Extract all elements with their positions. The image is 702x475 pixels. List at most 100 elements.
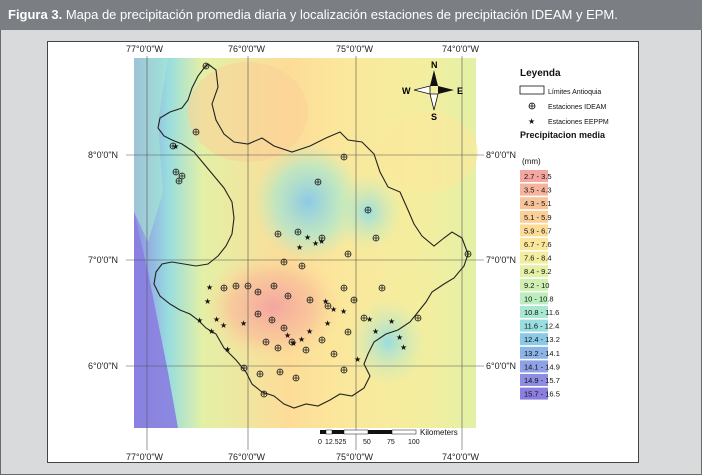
- ideam-station-marker: [318, 234, 326, 242]
- ideam-station-marker: [350, 296, 358, 304]
- ideam-station-marker: [340, 153, 348, 161]
- epm-station-marker: ★: [340, 307, 347, 316]
- epm-station-marker: ★: [172, 142, 179, 151]
- precipitation-raster: [134, 58, 478, 428]
- legend-swatch: [520, 333, 548, 346]
- ideam-station-marker: [172, 168, 180, 176]
- ideam-station-marker: [284, 292, 292, 300]
- ideam-station-marker: [344, 328, 352, 336]
- ideam-station-marker: [254, 288, 262, 296]
- ideam-station-marker: [288, 338, 296, 346]
- legend-swatch: [520, 360, 548, 373]
- legend-class-label: 14.9 - 15.7: [524, 376, 560, 385]
- epm-station-marker: ★: [330, 305, 337, 314]
- ideam-station-marker: [464, 250, 472, 258]
- lon-label-bottom: 77°0'0"W: [126, 452, 164, 462]
- epm-station-marker: ★: [366, 315, 373, 324]
- ideam-station-marker: [360, 314, 368, 322]
- legend-class-label: 9.2 - 10: [524, 281, 549, 290]
- legend-class-label: 3.5 - 4.3: [524, 186, 552, 195]
- legend-swatch: [520, 346, 548, 359]
- scale-tick: 50: [363, 439, 371, 446]
- epm-station-marker: ★: [354, 355, 361, 364]
- ideam-station-marker: [254, 310, 262, 318]
- east-label: E: [457, 86, 463, 96]
- map-panel: ★ ★ ★ ★ ★ ★ ★ ★ ★ ★ ★ ★ ★ ★ ★ ★ ★ ★ ★ ★ …: [47, 41, 639, 463]
- legend-swatch: [520, 170, 548, 182]
- caption-bar: Figura 3. Mapa de precipitación promedia…: [0, 0, 702, 30]
- ideam-station-marker: [260, 390, 268, 398]
- legend-class-label: 11.6 - 12.4: [524, 322, 559, 331]
- epm-station-marker: ★: [296, 243, 303, 252]
- scale-tick: 75: [387, 439, 395, 446]
- ideam-station-marker: [220, 284, 228, 292]
- legend-title: Leyenda: [520, 68, 561, 79]
- scale-bar: Kilometers 0 12.525 50 75 100: [318, 428, 458, 446]
- epm-station-marker: ★: [372, 327, 379, 336]
- ideam-station-marker: [256, 370, 264, 378]
- scale-tick: 12.525: [325, 439, 347, 446]
- legend-swatch: [520, 238, 548, 250]
- scale-tick: 100: [408, 439, 420, 446]
- caption-text: Mapa de precipitación promedia diaria y …: [65, 7, 618, 22]
- ideam-station-marker: [274, 344, 282, 352]
- legend-swatch: [520, 183, 548, 196]
- ideam-station-marker: [175, 177, 183, 185]
- legend-swatch: [520, 265, 548, 278]
- ideam-station-marker: [276, 368, 284, 376]
- ideam-station-marker: [270, 282, 278, 290]
- ideam-station-marker: [262, 338, 270, 346]
- ideam-legend-icon: [528, 102, 536, 110]
- ideam-station-marker: [292, 374, 300, 382]
- lon-label-top: 76°0'0"W: [228, 44, 266, 54]
- lon-label-bottom: 75°0'0"W: [336, 452, 374, 462]
- epm-station-marker: ★: [322, 297, 329, 306]
- legend-class-label: 12.4 - 13.2: [524, 335, 560, 344]
- lon-label-top: 75°0'0"W: [336, 44, 374, 54]
- legend-class-label: 10 - 10.8: [524, 294, 554, 303]
- graticule: [126, 56, 484, 450]
- ideam-station-marker: [324, 302, 332, 310]
- ideam-station-marker: [340, 284, 348, 292]
- legend-swatch: [520, 224, 548, 237]
- legend-classes: 2.7 - 3.5 3.5 - 4.3 4.3 - 5.1 5.1 - 5.9 5.9 …: [520, 170, 560, 400]
- precip-title: Precipitacion media: [520, 130, 606, 140]
- epm-station-marker: ★: [324, 319, 331, 328]
- lat-label-left: 6°0'0"N: [88, 361, 118, 371]
- ideam-station-marker: [318, 336, 326, 344]
- antioquia-boundary: [153, 63, 469, 409]
- lat-label-right: 7°0'0"N: [486, 255, 516, 265]
- epm-station-marker: ★: [284, 331, 291, 340]
- south-label: S: [431, 112, 437, 122]
- epm-stations: ★ ★ ★ ★ ★ ★ ★ ★ ★ ★ ★ ★ ★ ★ ★ ★ ★ ★ ★ ★ …: [172, 142, 407, 364]
- epm-station-marker: ★: [306, 327, 313, 336]
- legend-swatch: [520, 374, 548, 386]
- epm-station-marker: ★: [298, 335, 305, 344]
- north-arrow: N S E W: [402, 60, 463, 122]
- epm-station-marker: ★: [400, 343, 407, 352]
- ideam-station-marker: [232, 282, 240, 290]
- legend-class-label: 5.9 - 6.7: [524, 226, 552, 235]
- lon-label-top: 77°0'0"W: [126, 44, 164, 54]
- epm-station-marker: ★: [290, 339, 297, 348]
- epm-station-marker: ★: [318, 237, 325, 246]
- epm-station-marker: ★: [220, 321, 227, 330]
- north-label: N: [431, 60, 438, 70]
- west-label: W: [402, 86, 411, 96]
- legend-class-label: 6.7 - 7.6: [524, 240, 552, 249]
- ideam-station-marker: [244, 282, 252, 290]
- legend-class-label: 4.3 - 5.1: [524, 199, 552, 208]
- legend-swatch: [520, 306, 548, 318]
- ideam-station-marker: [330, 350, 338, 358]
- ideam-station-marker: [306, 296, 314, 304]
- legend-swatch: [520, 197, 548, 210]
- lat-label-right: 6°0'0"N: [486, 361, 516, 371]
- lon-label-bottom: 74°0'0"W: [442, 452, 480, 462]
- legend-class-label: 7.6 - 8.4: [524, 254, 552, 263]
- ideam-station-marker: [280, 258, 288, 266]
- caption-label: Figura 3.: [8, 7, 63, 22]
- ideam-station-marker: [372, 234, 380, 242]
- ideam-station-marker: [302, 346, 310, 354]
- epm-station-marker: ★: [213, 315, 220, 324]
- epm-station-marker: ★: [240, 319, 247, 328]
